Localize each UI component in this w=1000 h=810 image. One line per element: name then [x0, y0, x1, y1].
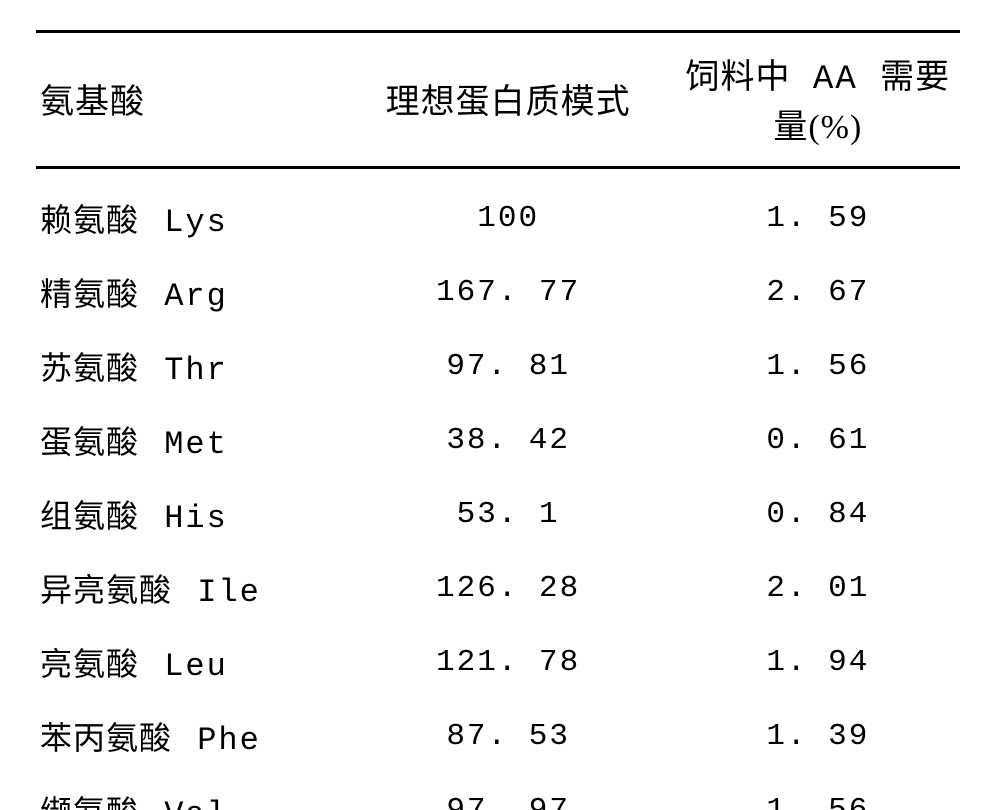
cell-ideal: 126. 28 — [341, 551, 676, 625]
cell-ideal: 167. 77 — [341, 255, 676, 329]
aa-name-cn: 异亮氨酸 — [40, 572, 172, 608]
table-row: 异亮氨酸 Ile126. 282. 01 — [36, 551, 960, 625]
col-header-ideal: 理想蛋白质模式 — [341, 32, 676, 168]
table-row: 亮氨酸 Leu121. 781. 94 — [36, 625, 960, 699]
cell-aa: 异亮氨酸 Ile — [36, 551, 341, 625]
col-header-req-prefix: 饲料中 — [686, 59, 791, 96]
table-row: 赖氨酸 Lys1001. 59 — [36, 168, 960, 256]
cell-req: 1. 59 — [676, 168, 960, 256]
cell-aa: 赖氨酸 Lys — [36, 168, 341, 256]
aa-abbr: Arg — [143, 278, 228, 315]
cell-ideal: 100 — [341, 168, 676, 256]
cell-aa: 苏氨酸 Thr — [36, 329, 341, 403]
cell-req: 1. 56 — [676, 773, 960, 810]
cell-req: 0. 61 — [676, 403, 960, 477]
table-row: 组氨酸 His53. 10. 84 — [36, 477, 960, 551]
cell-aa: 蛋氨酸 Met — [36, 403, 341, 477]
aa-abbr: Leu — [143, 648, 228, 685]
table-header: 氨基酸 理想蛋白质模式 饲料中 AA 需要量(%) — [36, 32, 960, 168]
aa-abbr: Thr — [143, 352, 228, 389]
aa-name-cn: 缬氨酸 — [40, 794, 139, 810]
cell-req: 0. 84 — [676, 477, 960, 551]
aa-name-cn: 苯丙氨酸 — [40, 720, 172, 756]
col-header-req-abbr: AA — [791, 61, 881, 99]
cell-ideal: 121. 78 — [341, 625, 676, 699]
page: 氨基酸 理想蛋白质模式 饲料中 AA 需要量(%) 赖氨酸 Lys1001. 5… — [0, 0, 1000, 810]
table-row: 蛋氨酸 Met38. 420. 61 — [36, 403, 960, 477]
aa-abbr: Ile — [176, 574, 261, 611]
col-header-req: 饲料中 AA 需要量(%) — [676, 32, 960, 168]
aa-abbr: Phe — [176, 722, 261, 759]
aa-name-cn: 蛋氨酸 — [40, 424, 139, 460]
table-row: 缬氨酸 Val97. 971. 56 — [36, 773, 960, 810]
aa-abbr: Val — [143, 796, 228, 810]
cell-req: 1. 94 — [676, 625, 960, 699]
cell-aa: 缬氨酸 Val — [36, 773, 341, 810]
aa-name-cn: 精氨酸 — [40, 276, 139, 312]
amino-acid-table: 氨基酸 理想蛋白质模式 饲料中 AA 需要量(%) 赖氨酸 Lys1001. 5… — [36, 30, 960, 810]
table-body: 赖氨酸 Lys1001. 59精氨酸 Arg167. 772. 67苏氨酸 Th… — [36, 168, 960, 810]
table-row: 苯丙氨酸 Phe87. 531. 39 — [36, 699, 960, 773]
cell-ideal: 87. 53 — [341, 699, 676, 773]
aa-abbr: Lys — [143, 204, 228, 241]
cell-aa: 精氨酸 Arg — [36, 255, 341, 329]
cell-ideal: 53. 1 — [341, 477, 676, 551]
aa-name-cn: 组氨酸 — [40, 498, 139, 534]
cell-aa: 组氨酸 His — [36, 477, 341, 551]
col-header-aa: 氨基酸 — [36, 32, 341, 168]
aa-name-cn: 苏氨酸 — [40, 350, 139, 386]
aa-abbr: His — [143, 500, 228, 537]
cell-ideal: 97. 97 — [341, 773, 676, 810]
table-row: 苏氨酸 Thr97. 811. 56 — [36, 329, 960, 403]
cell-ideal: 97. 81 — [341, 329, 676, 403]
aa-name-cn: 赖氨酸 — [40, 202, 139, 238]
cell-req: 2. 01 — [676, 551, 960, 625]
cell-ideal: 38. 42 — [341, 403, 676, 477]
cell-aa: 苯丙氨酸 Phe — [36, 699, 341, 773]
cell-req: 1. 39 — [676, 699, 960, 773]
aa-name-cn: 亮氨酸 — [40, 646, 139, 682]
cell-req: 2. 67 — [676, 255, 960, 329]
cell-aa: 亮氨酸 Leu — [36, 625, 341, 699]
cell-req: 1. 56 — [676, 329, 960, 403]
aa-abbr: Met — [143, 426, 228, 463]
table-row: 精氨酸 Arg167. 772. 67 — [36, 255, 960, 329]
